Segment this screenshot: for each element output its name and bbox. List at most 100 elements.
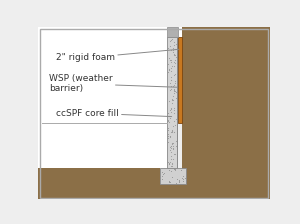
Point — [173, 73, 178, 76]
Point — [169, 142, 174, 146]
Point — [171, 106, 176, 110]
Point — [172, 88, 177, 91]
Point — [169, 64, 174, 68]
Point — [168, 58, 173, 62]
Point — [183, 176, 188, 180]
Point — [169, 164, 174, 168]
Point — [168, 48, 173, 52]
Point — [171, 125, 176, 128]
Point — [173, 97, 178, 100]
Point — [167, 120, 172, 123]
Point — [173, 90, 178, 94]
Bar — [167, 27, 178, 37]
Point — [168, 148, 173, 152]
Point — [172, 40, 177, 43]
Point — [169, 130, 174, 134]
Point — [172, 108, 177, 112]
Point — [172, 89, 176, 93]
Point — [169, 144, 173, 147]
Point — [166, 46, 171, 50]
Bar — [167, 37, 177, 168]
Point — [169, 150, 173, 154]
Point — [179, 169, 184, 172]
Point — [170, 50, 175, 53]
Point — [172, 88, 177, 92]
Point — [180, 177, 185, 180]
Point — [169, 161, 174, 165]
Point — [173, 144, 178, 148]
Bar — [182, 123, 270, 199]
Point — [168, 145, 172, 149]
Point — [166, 118, 171, 121]
Point — [166, 160, 171, 164]
Point — [170, 95, 175, 98]
Point — [165, 61, 170, 65]
Point — [169, 128, 174, 132]
Point — [171, 54, 176, 57]
Bar — [182, 27, 270, 123]
Point — [170, 141, 175, 144]
Point — [172, 119, 176, 123]
Point — [170, 176, 175, 179]
Bar — [38, 27, 167, 168]
Point — [166, 67, 171, 71]
Point — [172, 89, 177, 93]
Point — [167, 161, 172, 165]
Point — [169, 101, 174, 104]
Point — [171, 131, 176, 134]
Point — [171, 144, 176, 147]
Point — [167, 39, 172, 43]
Point — [169, 79, 173, 82]
Point — [172, 60, 177, 63]
Point — [165, 126, 170, 129]
Point — [169, 66, 174, 69]
Point — [173, 81, 178, 84]
Point — [169, 146, 174, 150]
Bar — [176, 37, 178, 168]
Point — [161, 171, 166, 174]
Bar — [160, 168, 186, 184]
Point — [172, 168, 177, 171]
Point — [172, 168, 177, 172]
Point — [167, 56, 172, 60]
Point — [167, 109, 172, 112]
Point — [166, 181, 171, 184]
Point — [169, 69, 174, 73]
Point — [168, 180, 172, 184]
Point — [165, 77, 170, 81]
Point — [166, 119, 170, 123]
Point — [172, 91, 176, 95]
Point — [172, 168, 177, 171]
Point — [167, 163, 171, 166]
Point — [171, 83, 176, 87]
Point — [173, 117, 178, 120]
Point — [169, 87, 173, 90]
Point — [169, 158, 173, 161]
Point — [172, 43, 176, 47]
Point — [166, 132, 171, 136]
Point — [169, 79, 174, 82]
Point — [168, 106, 173, 110]
Point — [169, 98, 174, 101]
Point — [169, 38, 174, 41]
Point — [172, 47, 177, 50]
Point — [171, 46, 176, 49]
Point — [171, 84, 176, 88]
Point — [180, 174, 185, 177]
Point — [160, 174, 165, 178]
Point — [167, 134, 172, 138]
Point — [173, 181, 178, 185]
Point — [172, 152, 176, 156]
Bar — [38, 27, 182, 123]
Point — [167, 161, 172, 164]
Point — [173, 61, 178, 65]
Point — [169, 144, 174, 147]
Point — [169, 154, 173, 157]
Point — [165, 111, 170, 114]
Point — [173, 42, 178, 46]
Point — [167, 168, 172, 172]
Point — [167, 163, 171, 166]
Point — [170, 48, 175, 52]
Point — [169, 130, 173, 133]
Point — [169, 97, 174, 100]
